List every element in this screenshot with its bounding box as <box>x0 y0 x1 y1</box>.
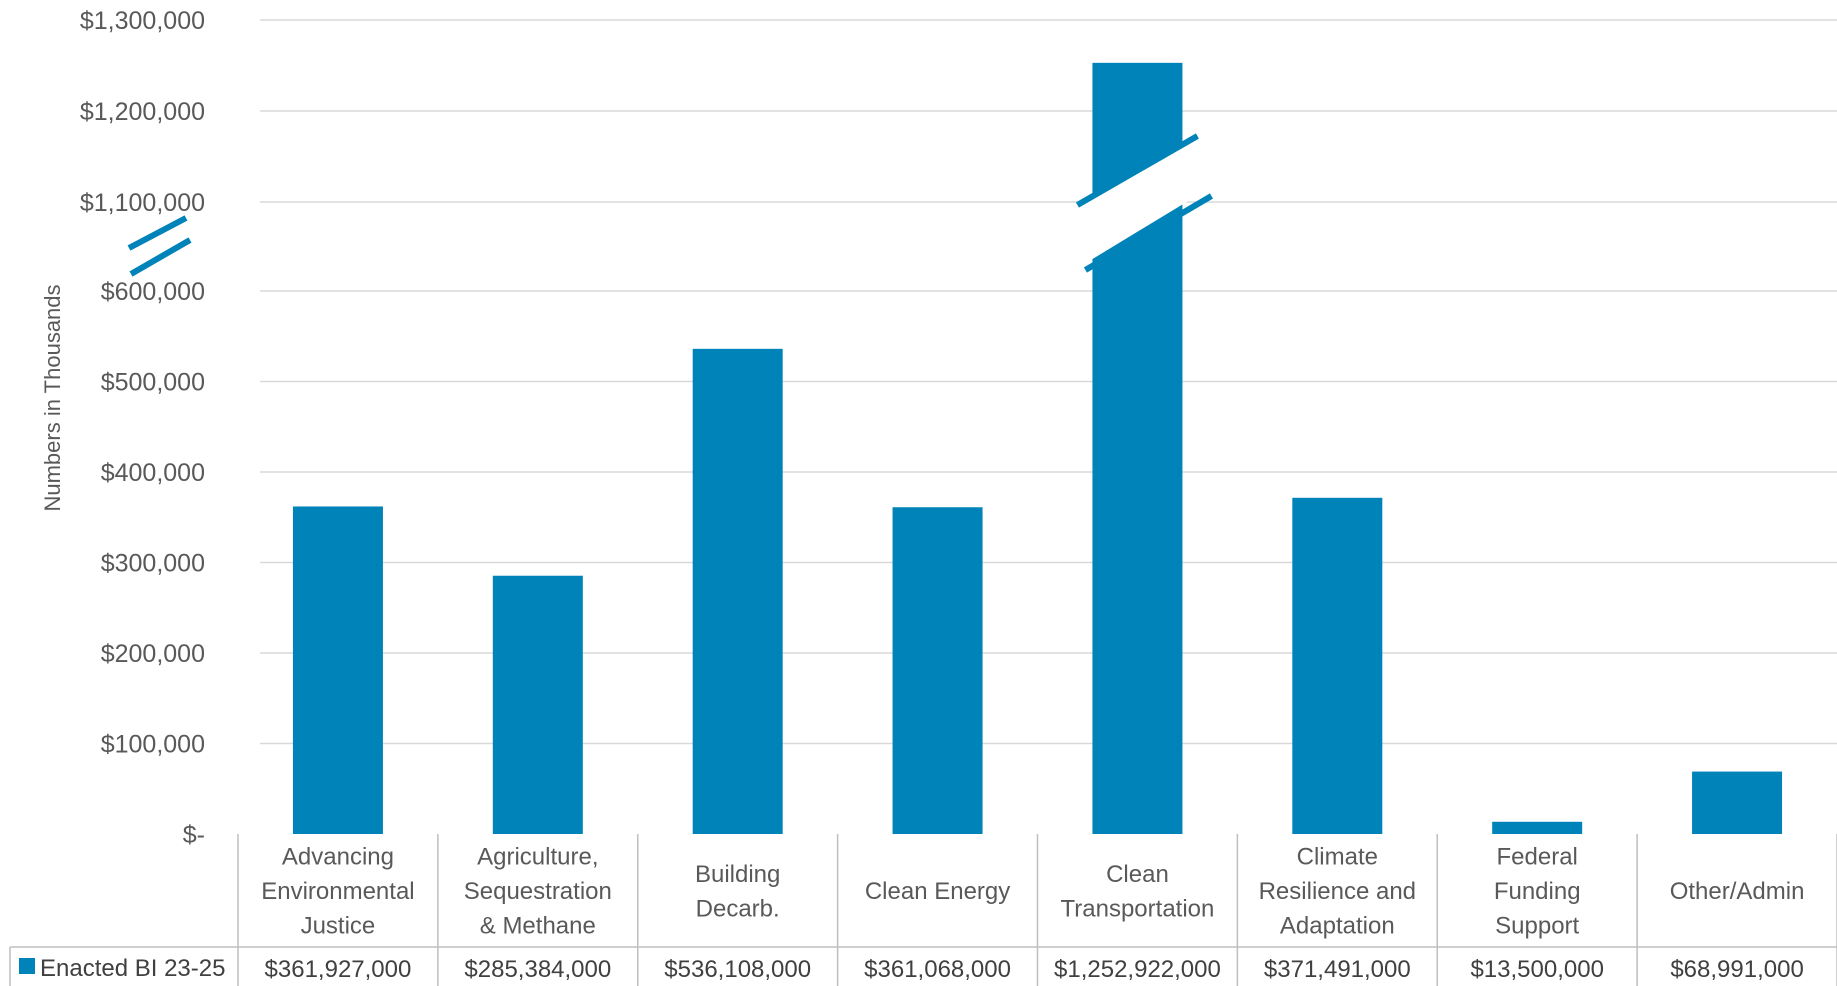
y-tick-label: $300,000 <box>101 550 205 578</box>
y-tick-label: $1,200,000 <box>80 98 205 126</box>
bar <box>692 348 783 834</box>
y-tick-label: $1,100,000 <box>80 189 205 217</box>
data-table-value: $536,108,000 <box>664 956 811 983</box>
y-tick-label: $400,000 <box>101 459 205 487</box>
data-table-value: $68,991,000 <box>1670 956 1803 983</box>
y-tick-label: $1,300,000 <box>80 7 205 35</box>
y-axis-title: Numbers in Thousands <box>40 284 65 511</box>
axis-break-marks <box>127 133 1213 277</box>
bar <box>1492 821 1583 834</box>
category-label: Federal Funding Support <box>1494 844 1581 940</box>
category-label: Climate Resilience and Adaptation <box>1259 844 1416 940</box>
bar-break-gap <box>1074 137 1197 270</box>
bar <box>492 575 583 834</box>
y-tick-label: $500,000 <box>101 369 205 397</box>
axis-break-mark <box>1075 133 1199 208</box>
y-axis-tick-labels: $- $100,000 $200,000 $300,000 $400,000 $500,0… <box>80 7 205 849</box>
data-table-value: $361,068,000 <box>864 956 1011 983</box>
data-table-value: $371,491,000 <box>1264 956 1411 983</box>
bar <box>292 506 383 834</box>
bar <box>1292 497 1383 834</box>
y-tick-label: $600,000 <box>101 278 205 306</box>
y-tick-label: $- <box>183 821 205 849</box>
y-tick-label: $100,000 <box>101 731 205 759</box>
data-table-value: $285,384,000 <box>464 956 611 983</box>
category-label: Agriculture, Sequestration & Methane <box>464 844 612 940</box>
y-tick-label: $200,000 <box>101 640 205 668</box>
data-table-value: $1,252,922,000 <box>1054 956 1221 983</box>
legend-label: Enacted BI 23-25 <box>40 955 225 982</box>
axis-break-mark <box>129 237 192 277</box>
data-table-value: $13,500,000 <box>1470 956 1603 983</box>
bar <box>1692 771 1783 834</box>
bars <box>292 62 1783 834</box>
axis-break-mark <box>1083 193 1213 273</box>
category-label: Advancing Environmental Justice <box>261 844 414 940</box>
data-table-value: $361,927,000 <box>265 956 412 983</box>
category-label: Building Decarb. <box>695 861 780 923</box>
bar <box>892 507 983 834</box>
category-label: Other/Admin <box>1670 878 1805 905</box>
category-label: Clean Transportation <box>1061 861 1215 923</box>
category-label: Clean Energy <box>865 878 1010 905</box>
legend-swatch <box>19 958 35 974</box>
data-table: Advancing Environmental Justice Agriculture… <box>9 834 1837 986</box>
axis-break-mark <box>127 215 188 251</box>
